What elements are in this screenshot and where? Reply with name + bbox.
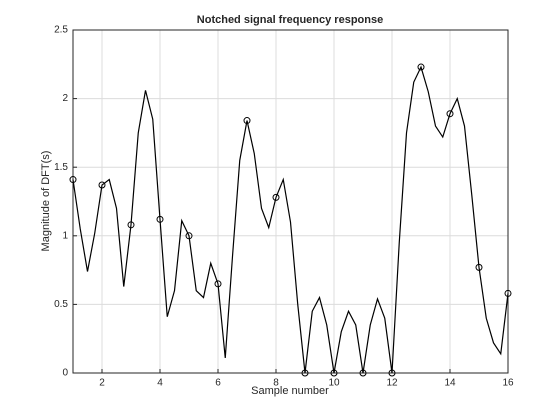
data-point — [330, 369, 338, 377]
y-tick-label: 0 — [62, 368, 68, 379]
data-line — [72, 65, 509, 374]
x-tick-label: 16 — [502, 378, 514, 389]
x-tick-label: 8 — [273, 378, 279, 389]
data-point — [156, 215, 164, 223]
x-tick-label: 14 — [444, 378, 456, 389]
data-point — [475, 263, 483, 271]
data-point — [98, 181, 106, 189]
data-point — [388, 369, 396, 377]
data-point — [272, 193, 280, 201]
x-tick-label: 12 — [386, 378, 398, 389]
data-point — [243, 117, 251, 125]
plot-frame — [72, 29, 509, 374]
x-axis-label: Sample number — [251, 385, 329, 397]
x-tick-label: 4 — [157, 378, 163, 389]
y-tick-label: 1 — [62, 230, 68, 241]
data-point — [446, 110, 454, 118]
y-tick-label: 2 — [62, 93, 68, 104]
x-tick-label: 10 — [328, 378, 340, 389]
data-point — [301, 369, 309, 377]
y-tick-label: 2.5 — [54, 25, 68, 36]
y-tick-label: 1.5 — [54, 162, 68, 173]
data-point — [127, 221, 135, 229]
data-point — [185, 232, 193, 240]
y-tick-label: 0.5 — [54, 299, 68, 310]
chart-title: Notched signal frequency response — [197, 14, 383, 26]
data-point — [214, 280, 222, 288]
data-point — [504, 289, 512, 297]
x-tick-label: 6 — [215, 378, 221, 389]
x-tick-label: 2 — [99, 378, 105, 389]
data-point — [417, 63, 425, 71]
y-axis-label: Magnitude of DFT(s) — [40, 151, 52, 252]
data-point — [69, 176, 77, 184]
data-point — [359, 369, 367, 377]
